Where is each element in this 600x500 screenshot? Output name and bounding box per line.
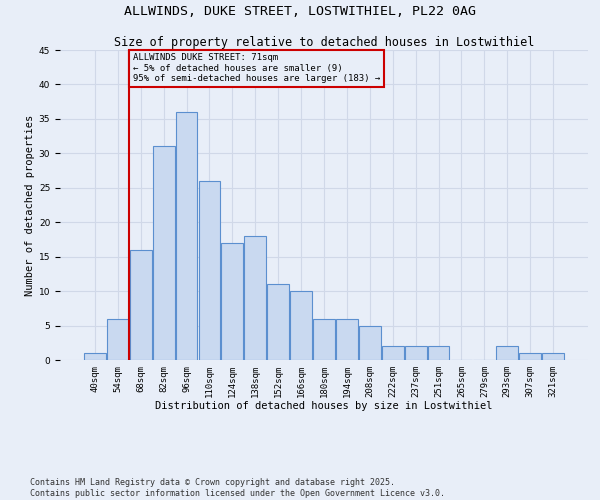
Text: Contains HM Land Registry data © Crown copyright and database right 2025.
Contai: Contains HM Land Registry data © Crown c… [30, 478, 445, 498]
Bar [244, 236, 266, 360]
X-axis label: Distribution of detached houses by size in Lostwithiel: Distribution of detached houses by size … [155, 402, 493, 411]
Bar [428, 346, 449, 360]
Text: ALLWINDS, DUKE STREET, LOSTWITHIEL, PL22 0AG: ALLWINDS, DUKE STREET, LOSTWITHIEL, PL22… [124, 5, 476, 18]
Bar [313, 318, 335, 360]
Bar [84, 353, 106, 360]
Bar [267, 284, 289, 360]
Bar [405, 346, 427, 360]
Bar [153, 146, 175, 360]
Bar [336, 318, 358, 360]
Text: ALLWINDS DUKE STREET: 71sqm
← 5% of detached houses are smaller (9)
95% of semi-: ALLWINDS DUKE STREET: 71sqm ← 5% of deta… [133, 54, 380, 83]
Bar [382, 346, 404, 360]
Bar [221, 243, 243, 360]
Bar [130, 250, 152, 360]
Bar [542, 353, 564, 360]
Bar [496, 346, 518, 360]
Bar [107, 318, 128, 360]
Title: Size of property relative to detached houses in Lostwithiel: Size of property relative to detached ho… [114, 36, 534, 49]
Y-axis label: Number of detached properties: Number of detached properties [25, 114, 35, 296]
Bar [359, 326, 381, 360]
Bar [520, 353, 541, 360]
Bar [176, 112, 197, 360]
Bar [290, 291, 312, 360]
Bar [199, 181, 220, 360]
